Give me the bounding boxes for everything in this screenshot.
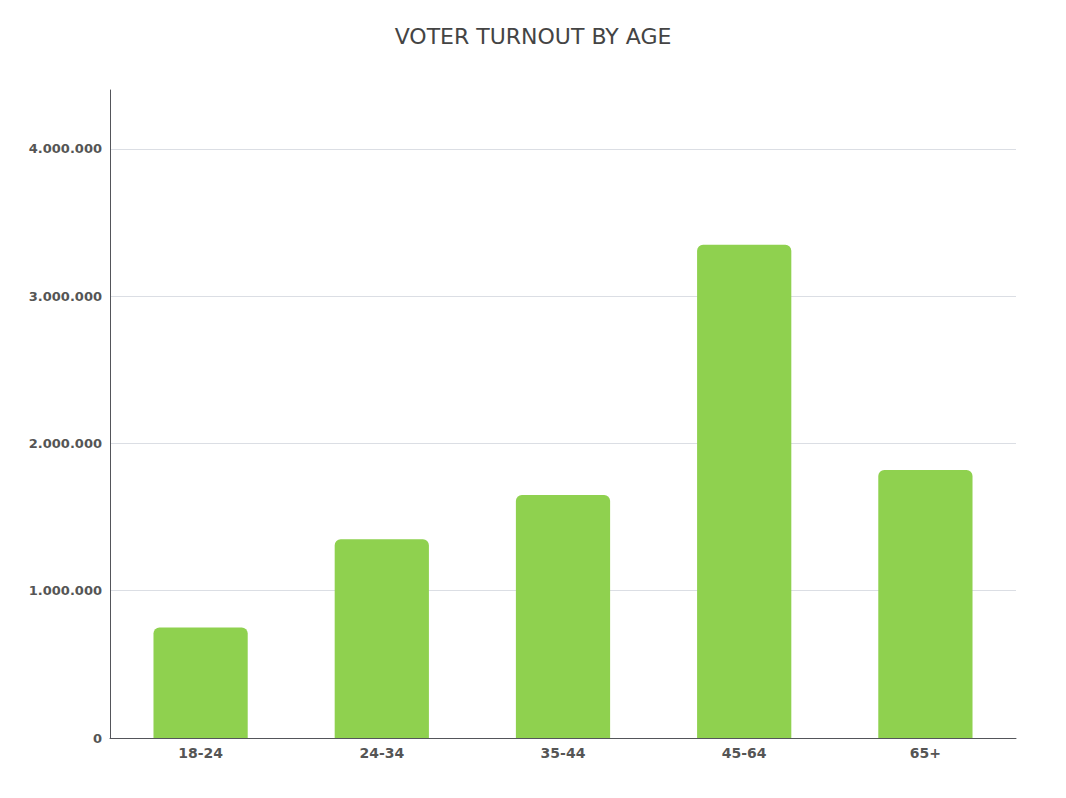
svg-text:VOTER TURNOUT BY AGE: VOTER TURNOUT BY AGE [395,24,672,49]
svg-text:35-44: 35-44 [541,745,586,761]
svg-text:65+: 65+ [910,745,941,761]
svg-text:0: 0 [93,731,102,746]
svg-text:3.000.000: 3.000.000 [29,289,102,304]
svg-text:1.000.000: 1.000.000 [29,583,102,598]
svg-text:2.000.000: 2.000.000 [29,436,102,451]
svg-text:4.000.000: 4.000.000 [29,141,102,156]
svg-text:45-64: 45-64 [722,745,767,761]
svg-text:18-24: 18-24 [178,745,223,761]
svg-text:24-34: 24-34 [359,745,404,761]
